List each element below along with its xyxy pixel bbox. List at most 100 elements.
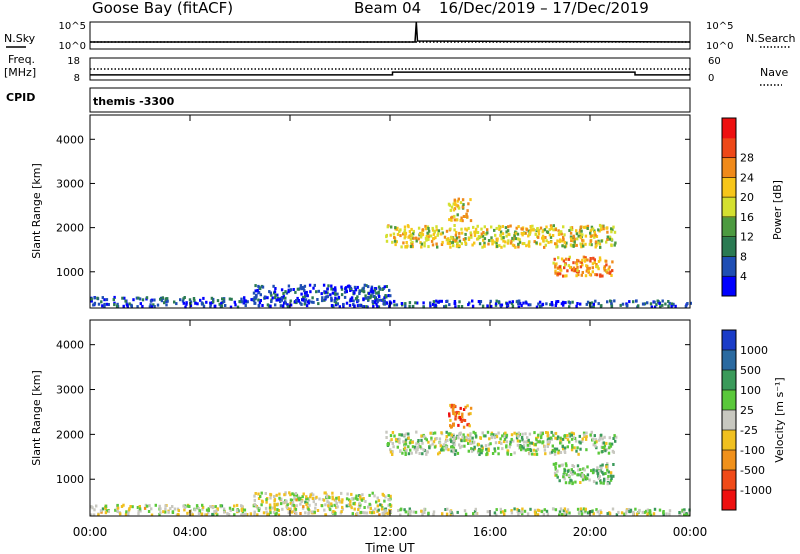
power-cell	[589, 257, 592, 260]
velocity-cell	[573, 436, 577, 440]
power-cell	[609, 299, 612, 303]
power-cell	[595, 263, 598, 266]
velocity-cell	[566, 469, 570, 473]
velocity-cell	[605, 447, 608, 451]
velocity-cell	[143, 506, 147, 510]
velocity-cell	[513, 507, 516, 511]
velocity-cell	[459, 406, 462, 410]
velocity-cell	[452, 423, 455, 427]
power-cell	[455, 239, 458, 243]
power-cell	[608, 265, 611, 269]
velocity-cell	[628, 510, 631, 514]
velocity-cell	[509, 443, 512, 447]
power-cell	[149, 303, 152, 307]
power-cell	[520, 304, 523, 307]
power-cell	[426, 231, 429, 235]
power-cell	[434, 303, 437, 307]
power-cell	[453, 228, 456, 232]
velocity-cell	[508, 445, 511, 449]
velocity-cell	[526, 448, 529, 451]
power-cell	[299, 286, 302, 290]
velocity-cell	[398, 433, 401, 437]
power-cell	[175, 302, 178, 306]
velocity-cell	[403, 446, 407, 450]
power-cell	[519, 301, 522, 305]
power-cell	[284, 296, 287, 300]
power-cell	[606, 300, 609, 304]
velocity-cell	[582, 467, 585, 471]
velocity-cell	[173, 507, 177, 511]
power-cell	[308, 283, 312, 287]
velocity-cell	[389, 510, 393, 514]
power-cell	[454, 305, 457, 309]
power-cell	[422, 301, 425, 305]
velocity-cell	[609, 474, 613, 478]
velocity-cell	[386, 512, 389, 516]
velocity-cell	[469, 432, 472, 436]
power-cell	[304, 300, 307, 304]
velocity-cell	[571, 464, 574, 467]
power-cell	[499, 305, 503, 309]
power-cell	[564, 301, 567, 305]
velocity-cell	[302, 505, 305, 509]
power-cell	[549, 303, 552, 307]
power-cell	[435, 225, 438, 229]
velocity-cell	[453, 443, 456, 447]
velocity-cell	[461, 435, 464, 439]
power-cell	[667, 300, 670, 303]
power-cell	[575, 232, 579, 236]
velocity-cell	[380, 507, 384, 511]
power-cell	[305, 304, 309, 308]
power-cell	[113, 303, 116, 307]
power-cell	[646, 301, 649, 305]
power-cell	[266, 296, 269, 300]
power-cell	[238, 300, 241, 304]
velocity-cell	[598, 475, 601, 478]
velocity-cell	[216, 507, 219, 511]
power-cell	[534, 232, 538, 236]
power-cell	[381, 288, 384, 291]
power-cell	[376, 298, 379, 302]
power-cell	[575, 243, 578, 247]
velocity-cell	[493, 447, 496, 451]
power-cell	[437, 232, 440, 236]
velocity-cell	[304, 511, 307, 515]
velocity-cell	[167, 510, 170, 514]
velocity-cell	[348, 498, 351, 502]
power-cell	[554, 228, 557, 232]
power-cell	[446, 241, 450, 245]
velocity-cell	[273, 495, 276, 498]
velocity-cell	[544, 452, 547, 456]
velocity-cell	[608, 442, 611, 446]
velocity-cell	[629, 508, 633, 512]
velocity-xtick-label: 20:00	[573, 525, 608, 539]
velocity-cell	[575, 449, 578, 453]
velocity-cell	[451, 440, 454, 444]
power-cell	[552, 261, 555, 265]
velocity-cell	[427, 440, 430, 444]
power-cell	[303, 294, 307, 298]
power-cell	[552, 224, 555, 228]
power-cell	[236, 305, 240, 309]
power-cell	[523, 242, 526, 245]
velocity-cell	[331, 497, 334, 501]
velocity-cell	[570, 448, 574, 452]
power-cell	[548, 233, 552, 237]
velocity-cell	[457, 423, 460, 427]
velocity-cell	[138, 507, 142, 511]
power-cell	[453, 302, 457, 305]
velocity-cell	[414, 510, 418, 514]
velocity-xtick-label: 08:00	[273, 525, 308, 539]
velocity-cell	[272, 510, 276, 514]
power-cell	[506, 229, 510, 233]
power-cell	[256, 288, 259, 292]
power-cell	[93, 296, 96, 300]
power-cell	[436, 245, 439, 249]
velocity-cell	[467, 437, 470, 441]
velocity-cell	[415, 442, 418, 446]
velocity-cell	[379, 503, 382, 507]
velocity-cell	[269, 508, 272, 512]
nsky-label: N.Sky	[4, 32, 36, 45]
nave-tick-top: 60	[708, 56, 721, 67]
velocity-cell	[473, 440, 476, 444]
